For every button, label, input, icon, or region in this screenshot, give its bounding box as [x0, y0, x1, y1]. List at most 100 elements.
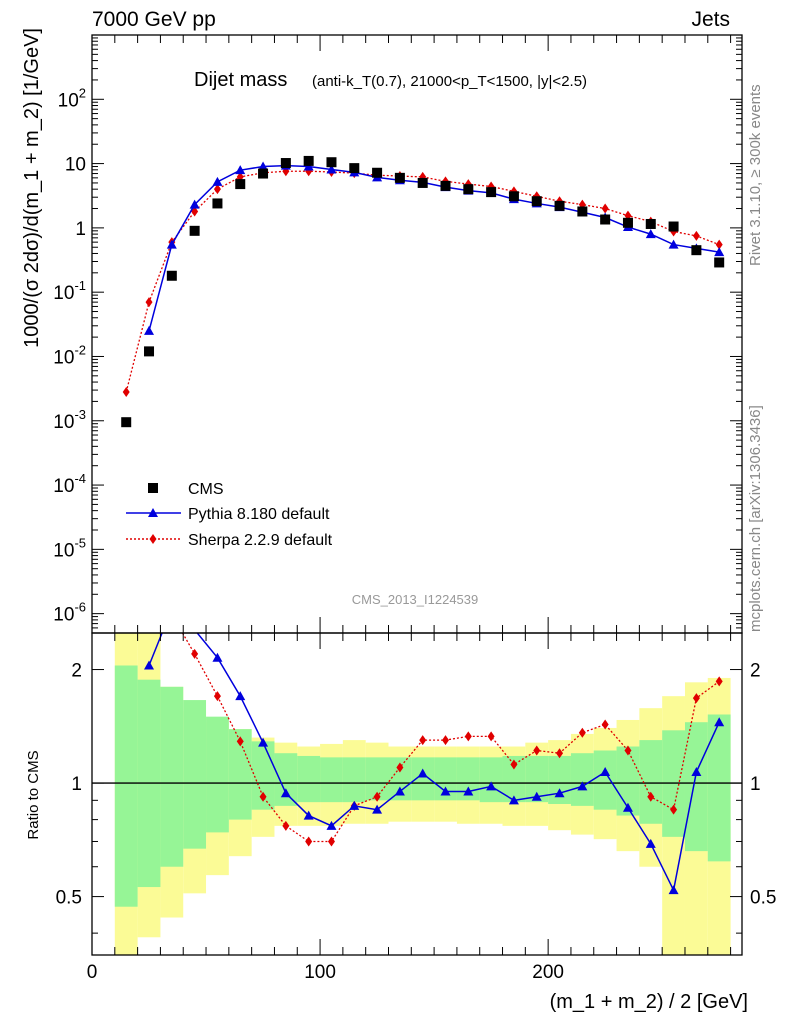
pythia-ratio-point — [144, 660, 155, 670]
y-tick-label: 1 — [75, 219, 86, 240]
ratio-band-green-bin — [593, 750, 617, 810]
legend-entry-pythia-marker — [148, 508, 158, 517]
legend-entry-pythia-label: Pythia 8.180 default — [188, 506, 330, 523]
ratio-band-green-bin — [297, 755, 321, 803]
ratio-uncertainty-bands — [114, 633, 731, 955]
pythia-ratio-point — [349, 800, 360, 810]
ratio-tick-label-right: 2 — [750, 661, 761, 682]
ratio-band-green-bin — [639, 740, 663, 824]
legend: CMS Pythia 8.180 default Sherpa 2.2.9 defa… — [126, 481, 333, 549]
sherpa-ratio-point — [464, 731, 472, 742]
legend-entry-sherpa-marker — [149, 534, 157, 544]
pythia-ratio-line — [148, 633, 720, 893]
rivet-side-label: Rivet 3.1.10, ≥ 300k events — [747, 84, 764, 266]
sherpa-ratio-point — [601, 719, 609, 730]
sherpa-ratio-point — [419, 735, 427, 746]
pythia-ratio-point — [440, 786, 451, 796]
pythia-ratio-point — [531, 791, 542, 801]
ratio-band-green-bin — [342, 757, 366, 803]
ratio-band-green-bin — [434, 757, 457, 801]
pythia-point — [189, 199, 200, 209]
sherpa-ratio-point — [442, 735, 450, 746]
cms-point — [486, 187, 497, 198]
sherpa-ratio-point — [578, 727, 586, 738]
y-tick-label: 10-2 — [53, 342, 86, 368]
sherpa-point — [145, 297, 153, 308]
cms-point — [372, 167, 383, 178]
pythia-ratio-point — [394, 786, 405, 796]
sherpa-ratio-point — [327, 836, 335, 847]
ratio-tick-label-left: 2 — [71, 661, 82, 682]
pythia-point — [303, 161, 314, 171]
pythia-ratio-point — [303, 810, 314, 820]
sherpa-ratio-point — [213, 691, 221, 702]
x-tick-label: 100 — [304, 962, 336, 983]
legend-entry-sherpa-label: Sherpa 2.2.9 default — [188, 532, 333, 549]
ratio-band-green-bin — [684, 722, 708, 852]
cms-point — [189, 225, 200, 236]
pythia-point — [166, 239, 177, 249]
ratio-plot-frame — [91, 632, 743, 956]
ratio-band-green-bin — [411, 757, 435, 801]
pythia-ratio-point — [714, 717, 725, 727]
cms-point — [144, 346, 155, 357]
x-tick-label: 200 — [532, 962, 564, 983]
y-tick-label: 10-3 — [53, 407, 86, 433]
pythia-point — [212, 176, 223, 186]
ratio-band-green-bin — [160, 686, 184, 867]
y-tick-label: 10-5 — [53, 535, 86, 561]
ratio-band-green-bin — [570, 753, 594, 806]
y-tick-label: 10 — [65, 155, 86, 176]
cms-point — [463, 184, 474, 195]
pythia-point — [714, 247, 725, 257]
pythia-ratio-point — [668, 885, 679, 895]
ratio-curves — [144, 633, 725, 895]
cms-point — [121, 417, 132, 428]
ratio-tick-label-left: 0.5 — [56, 888, 82, 909]
cms-point — [258, 168, 269, 179]
cms-point — [166, 270, 177, 281]
header-right-label: Jets — [691, 8, 730, 31]
sherpa-ratio-point — [556, 748, 564, 759]
pythia-ratio-point — [691, 766, 702, 776]
ratio-tick-label-right: 1 — [750, 774, 761, 795]
pythia-ratio-point — [554, 788, 565, 798]
cms-point — [577, 206, 588, 217]
cms-point — [349, 163, 360, 174]
cms-point — [531, 196, 542, 207]
cms-point — [622, 217, 633, 228]
cms-point — [235, 179, 246, 190]
main-curves — [121, 155, 725, 428]
sherpa-ratio-point — [236, 736, 244, 747]
mcplots-side-label: mcplots.cern.ch [arXiv:1306.3436] — [747, 405, 764, 632]
header-left-label: 7000 GeV pp — [92, 8, 216, 31]
sherpa-ratio-point — [259, 791, 267, 802]
pythia-ratio-point — [417, 768, 428, 778]
cms-point — [714, 257, 725, 268]
pythia-ratio-point — [463, 786, 474, 796]
sherpa-ratio-point — [282, 820, 290, 831]
analysis-id-label: CMS_2013_I1224539 — [352, 592, 479, 607]
cms-point — [508, 191, 519, 202]
sherpa-ratio-point — [487, 731, 495, 742]
ratio-band-green-bin — [707, 714, 731, 862]
sherpa-point — [692, 230, 700, 241]
pythia-line — [148, 164, 720, 332]
chart-subtitle: (anti-k_T(0.7), 21000<p_T<1500, |y|<2.5) — [312, 73, 587, 90]
plot-frames — [91, 34, 743, 956]
ratio-band-green-bin — [525, 755, 549, 803]
sherpa-ratio-point — [191, 648, 199, 659]
x-tick-label: 0 — [87, 962, 98, 983]
pythia-ratio-point — [600, 766, 611, 776]
chart-title: Dijet mass — [194, 69, 287, 91]
ratio-tick-label-left: 1 — [71, 774, 82, 795]
sherpa-ratio-point — [670, 804, 678, 815]
ratio-band-green-bin — [365, 757, 389, 801]
pythia-ratio-point — [258, 737, 269, 747]
x-axis-label: (m_1 + m_2) / 2 [GeV] — [550, 991, 748, 1013]
pythia-point — [258, 161, 269, 171]
pythia-ratio-point — [212, 652, 223, 662]
sherpa-ratio-point — [373, 791, 381, 802]
ratio-band-green-bin — [206, 716, 229, 833]
